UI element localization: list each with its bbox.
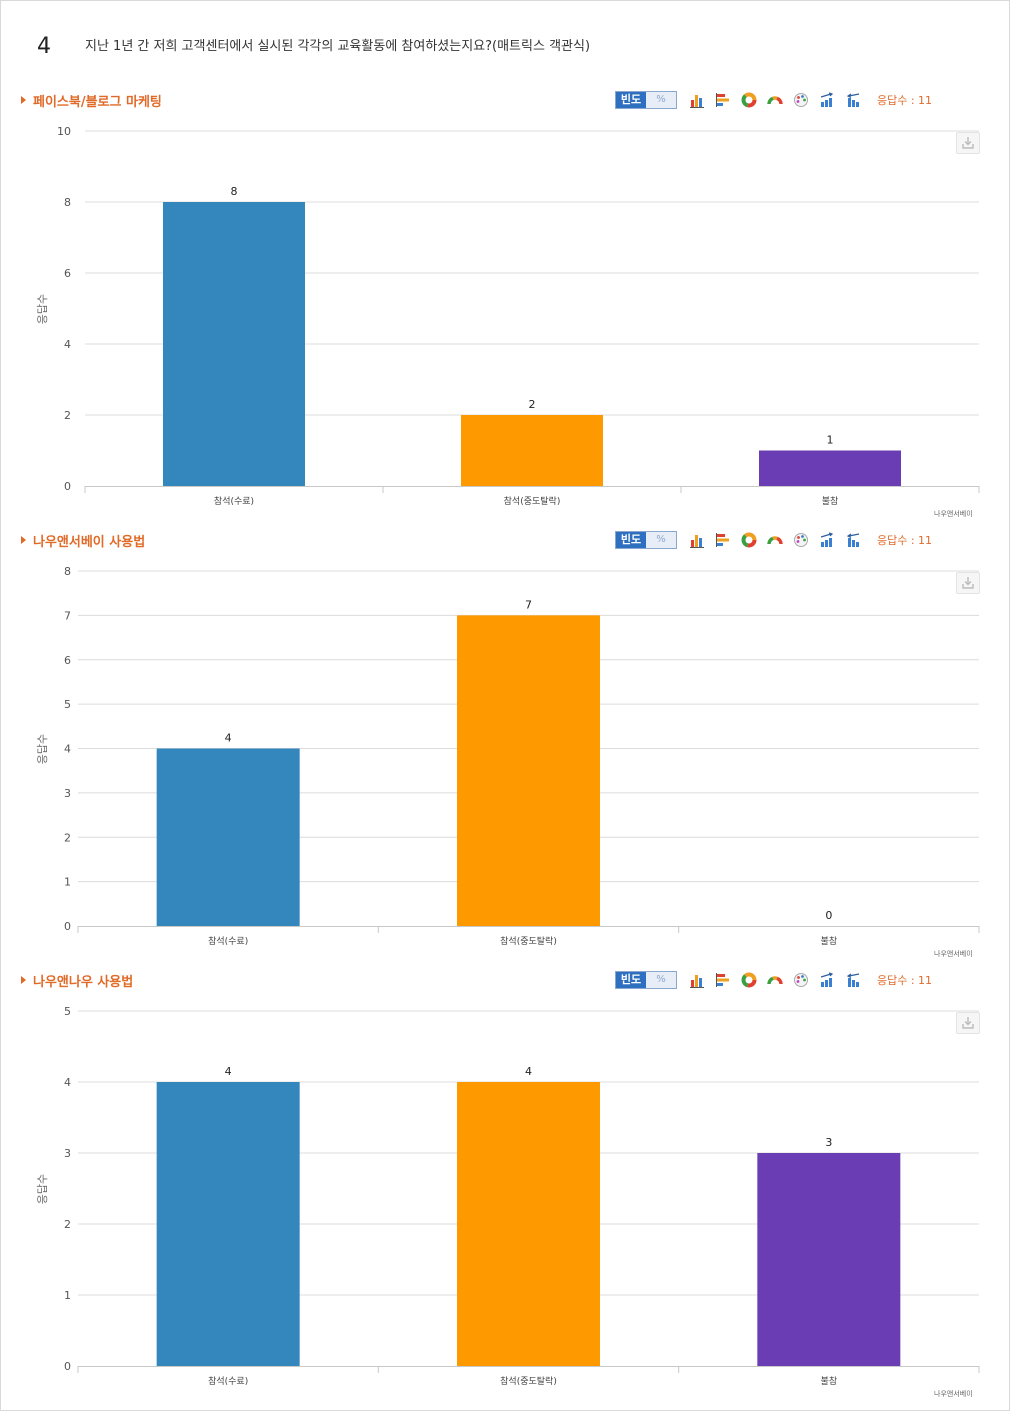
chart-title-text: 페이스북/블로그 마케팅 <box>33 94 162 110</box>
frequency-percent-toggle: 빈도% <box>615 91 677 109</box>
chart-toolbar: 빈도% 응답수 : 11 <box>615 90 932 110</box>
sort-ascending-icon[interactable] <box>819 972 835 988</box>
sort-descending-icon[interactable] <box>845 532 861 548</box>
frequency-percent-toggle: 빈도% <box>615 971 677 989</box>
donut-chart-icon[interactable] <box>741 532 757 548</box>
chart-title: 나우앤나우 사용법 <box>21 970 133 990</box>
question-number: 4 <box>37 34 51 59</box>
response-count: 응답수 : 11 <box>877 974 933 987</box>
triangle-bullet-icon <box>21 976 26 984</box>
download-icon <box>962 137 974 149</box>
gauge-chart-icon[interactable] <box>767 92 783 108</box>
download-icon <box>962 577 974 589</box>
palette-icon[interactable] <box>793 532 809 548</box>
horizontal-bar-icon[interactable] <box>715 92 731 108</box>
triangle-bullet-icon <box>21 96 26 104</box>
frequency-toggle-button[interactable]: 빈도 <box>616 972 646 988</box>
sort-descending-icon[interactable] <box>845 92 861 108</box>
chart-section-3: 나우앤나우 사용법 빈도% 응답수 : 11 <box>1 970 1010 1410</box>
response-count: 응답수 : 11 <box>877 534 933 547</box>
response-count: 응답수 : 11 <box>877 94 933 107</box>
sort-descending-icon[interactable] <box>845 972 861 988</box>
chart-title-text: 나우앤서베이 사용법 <box>33 534 146 550</box>
gauge-chart-icon[interactable] <box>767 972 783 988</box>
chart-title-text: 나우앤나우 사용법 <box>33 974 134 990</box>
palette-icon[interactable] <box>793 92 809 108</box>
chart-credit: 나우앤서베이 <box>934 950 973 958</box>
donut-chart-icon[interactable] <box>741 92 757 108</box>
chart-credit: 나우앤서베이 <box>934 1390 973 1398</box>
sort-ascending-icon[interactable] <box>819 92 835 108</box>
bar-chart-icon[interactable] <box>689 972 705 988</box>
frequency-toggle-button[interactable]: 빈도 <box>616 532 646 548</box>
chart-toolbar: 빈도% 응답수 : 11 <box>615 970 932 990</box>
bar-chart-icon[interactable] <box>689 92 705 108</box>
palette-icon[interactable] <box>793 972 809 988</box>
question-text: 지난 1년 간 저희 고객센터에서 실시된 각각의 교육활동에 참여하셨는지요?… <box>85 39 591 54</box>
donut-chart-icon[interactable] <box>741 972 757 988</box>
sort-ascending-icon[interactable] <box>819 532 835 548</box>
download-icon <box>962 1017 974 1029</box>
download-button[interactable] <box>956 1012 980 1034</box>
download-button[interactable] <box>956 132 980 154</box>
chart-credit: 나우앤서베이 <box>934 510 973 518</box>
percent-toggle-button[interactable]: % <box>646 92 676 108</box>
gauge-chart-icon[interactable] <box>767 532 783 548</box>
download-button[interactable] <box>956 572 980 594</box>
triangle-bullet-icon <box>21 536 26 544</box>
chart-toolbar: 빈도% 응답수 : 11 <box>615 530 932 550</box>
frequency-percent-toggle: 빈도% <box>615 531 677 549</box>
horizontal-bar-icon[interactable] <box>715 972 731 988</box>
chart-title: 나우앤서베이 사용법 <box>21 530 145 550</box>
chart-section-2: 나우앤서베이 사용법 빈도% 응답수 : 11 <box>1 530 1010 970</box>
horizontal-bar-icon[interactable] <box>715 532 731 548</box>
frequency-toggle-button[interactable]: 빈도 <box>616 92 646 108</box>
chart-title: 페이스북/블로그 마케팅 <box>21 90 162 110</box>
chart-section-1: 페이스북/블로그 마케팅 빈도% 응답수 : 11 <box>1 90 1010 530</box>
percent-toggle-button[interactable]: % <box>646 972 676 988</box>
percent-toggle-button[interactable]: % <box>646 532 676 548</box>
bar-chart-icon[interactable] <box>689 532 705 548</box>
